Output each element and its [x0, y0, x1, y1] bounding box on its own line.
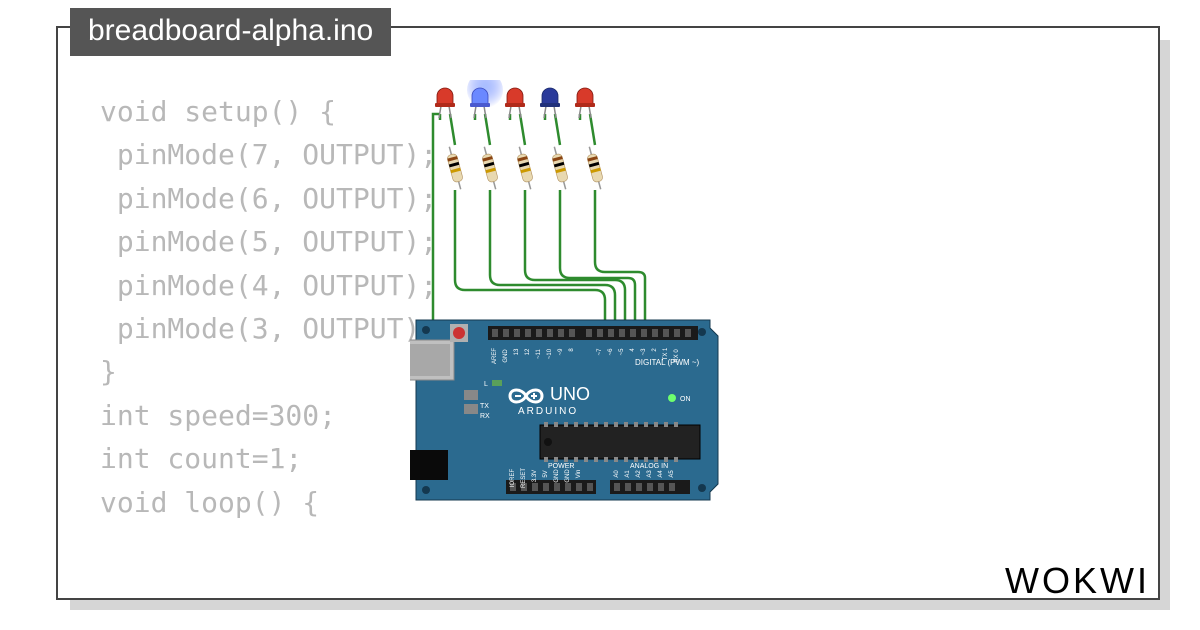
svg-text:L: L	[484, 381, 488, 388]
svg-text:A1: A1	[625, 470, 631, 478]
code-line: void setup() {	[100, 95, 336, 128]
svg-text:~5: ~5	[619, 348, 625, 356]
svg-text:A3: A3	[647, 470, 653, 478]
svg-text:Vin: Vin	[576, 470, 582, 479]
led-red	[505, 88, 525, 118]
code-line: }	[100, 355, 117, 388]
led-red	[575, 88, 595, 118]
svg-text:5V: 5V	[543, 470, 549, 477]
svg-text:A5: A5	[669, 470, 675, 478]
code-line: int count=1;	[100, 442, 302, 475]
svg-text:3.3V: 3.3V	[532, 470, 538, 482]
resistor	[549, 145, 570, 190]
resistor	[479, 145, 500, 190]
svg-text:A4: A4	[658, 470, 664, 478]
led-blue-on	[470, 88, 490, 118]
resistor	[584, 145, 605, 190]
code-line: pinMode(4, OUTPUT);	[100, 269, 437, 302]
svg-text:~9: ~9	[558, 348, 564, 356]
svg-text:~3: ~3	[641, 348, 647, 356]
wokwi-logo: WOKWI	[1005, 560, 1150, 602]
code-line: pinMode(5, OUTPUT);	[100, 225, 437, 258]
svg-text:POWER: POWER	[548, 463, 574, 470]
code-line: int speed=300;	[100, 399, 336, 432]
svg-text:~7: ~7	[597, 348, 603, 356]
svg-text:RESET: RESET	[521, 468, 527, 488]
svg-text:~6: ~6	[608, 348, 614, 356]
svg-text:A0: A0	[614, 470, 620, 478]
svg-text:A2: A2	[636, 470, 642, 478]
svg-text:~10: ~10	[547, 348, 553, 359]
svg-text:~11: ~11	[536, 348, 542, 358]
svg-text:AREF: AREF	[492, 348, 498, 364]
code-line: pinMode(7, OUTPUT);	[100, 138, 437, 171]
resistor	[514, 145, 535, 190]
svg-text:13: 13	[514, 348, 520, 355]
arduino-uno: AREF GND 13 12 ~11 ~10 ~9 8 ~7 ~6 ~5 4 ~…	[410, 320, 718, 500]
svg-text:ON: ON	[680, 396, 691, 403]
resistor	[444, 145, 465, 190]
svg-text:12: 12	[525, 348, 531, 355]
svg-text:GND: GND	[565, 469, 571, 483]
svg-text:GND: GND	[503, 349, 509, 363]
svg-text:ARDUINO: ARDUINO	[518, 406, 578, 417]
svg-text:GND: GND	[554, 469, 560, 483]
led-blue	[540, 88, 560, 118]
svg-text:UNO: UNO	[550, 384, 590, 404]
svg-text:ANALOG IN: ANALOG IN	[630, 463, 668, 470]
svg-text:IOREF: IOREF	[510, 469, 516, 488]
code-preview: void setup() { pinMode(7, OUTPUT); pinMo…	[100, 90, 437, 524]
code-line: pinMode(3, OUTPUT);	[100, 312, 437, 345]
code-line: void loop() {	[100, 486, 319, 519]
svg-text:RX: RX	[480, 413, 490, 420]
svg-text:TX: TX	[480, 403, 489, 410]
circuit-diagram: AREF GND 13 12 ~11 ~10 ~9 8 ~7 ~6 ~5 4 ~…	[410, 80, 750, 560]
svg-text:DIGITAL (PWM ~): DIGITAL (PWM ~)	[635, 358, 700, 367]
code-line: pinMode(6, OUTPUT);	[100, 182, 437, 215]
filename-tab: breadboard-alpha.ino	[70, 8, 391, 56]
